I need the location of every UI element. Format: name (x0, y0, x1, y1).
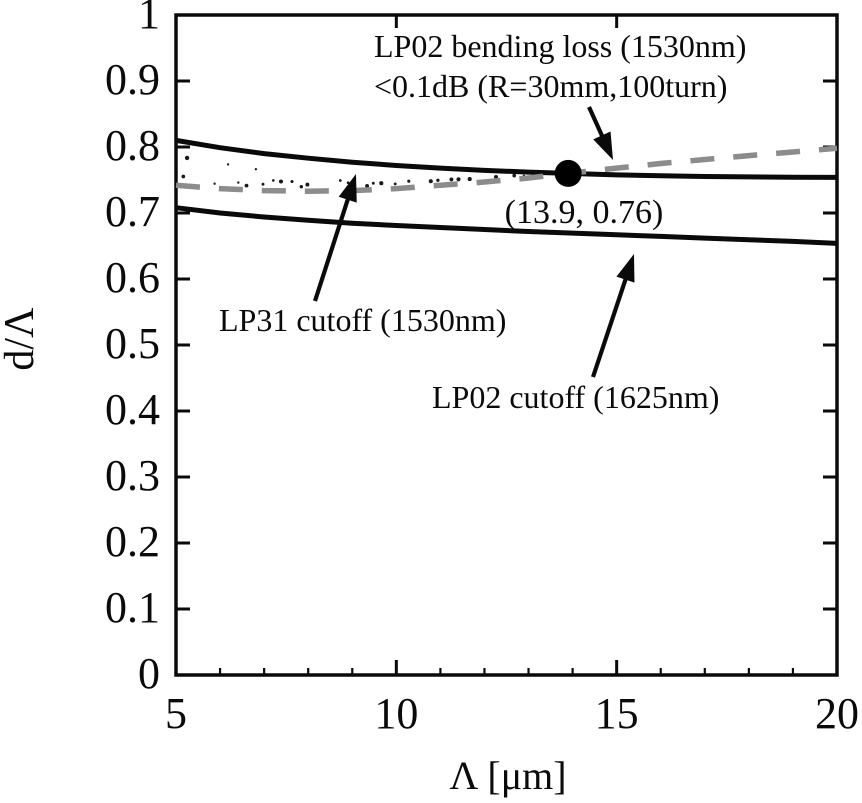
bending-loss-label-line2: <0.1dB (R=30mm,100turn) (374, 68, 728, 104)
y-axis-title: d/Λ (0, 307, 43, 371)
plot-border (174, 13, 839, 677)
stipple-dot (244, 183, 249, 188)
x-tick-label: 10 (374, 689, 419, 738)
y-tick-label: 0.7 (105, 187, 160, 236)
annotation-arrows (313, 106, 635, 378)
stipple-dot (338, 179, 342, 182)
bending-loss-arrow-head (593, 131, 613, 160)
design-point-label: (13.9, 0.76) (504, 194, 664, 231)
stipple-dot (436, 178, 440, 182)
design-point-dot (554, 159, 582, 187)
lp02-cutoff-arrow-head (616, 254, 635, 283)
y-tick-label: 0.3 (105, 451, 160, 500)
stipple-dot (184, 155, 190, 161)
y-tick-label: 0.4 (105, 385, 160, 434)
stipple-dot (226, 163, 230, 166)
stipple-dot (237, 181, 240, 184)
stipple-dot (271, 179, 275, 182)
x-tick-label: 20 (815, 689, 859, 738)
stipple-dot (494, 175, 498, 179)
stipple-dot (428, 179, 433, 184)
y-tick-label: 1 (138, 0, 160, 38)
y-tick-label: 0.6 (105, 253, 160, 302)
y-tick-label: 0.5 (105, 319, 160, 368)
stipple-dot (365, 184, 370, 188)
stipple-dot (371, 181, 375, 185)
stipple-dot (407, 179, 411, 183)
data-curves (175, 137, 838, 246)
lp02-cutoff-arrow-shaft (591, 267, 632, 378)
stipple-dot (213, 182, 216, 185)
y-tick-label: 0 (138, 649, 160, 698)
stipple-dot (299, 185, 303, 189)
lp31-cutoff-label: LP31 cutoff (1530nm) (219, 302, 507, 338)
stipple-dot (254, 168, 258, 171)
stipple-dot (181, 174, 186, 179)
stipple-dots (181, 155, 535, 189)
x-axis-title: Λ [μm] (449, 753, 567, 798)
lp31-cutoff-arrow-shaft (313, 187, 354, 302)
series-curve-2 (175, 205, 838, 246)
stipple-dot (346, 181, 350, 185)
y-tick-label: 0.1 (105, 583, 160, 632)
y-tick-label: 0.9 (105, 55, 160, 104)
lp02-cutoff-label: LP02 cutoff (1625nm) (432, 379, 720, 415)
bending-loss-label-line1: LP02 bending loss (1530nm) (374, 28, 747, 64)
y-tick-label: 0.2 (105, 517, 160, 566)
stipple-dot (467, 177, 472, 182)
series-curve-0 (175, 137, 838, 180)
stipple-dot (305, 182, 310, 187)
x-tick-label: 5 (165, 689, 187, 738)
stipple-dot (393, 182, 397, 186)
x-tick-label: 15 (594, 689, 639, 738)
stipple-dot (278, 179, 284, 184)
y-tick-label: 0.8 (105, 121, 160, 170)
stipple-dot (456, 177, 461, 182)
stipple-dot (449, 177, 454, 182)
axes-frame (174, 13, 839, 677)
bending-loss-label: LP02 bending loss (1530nm) <0.1dB (R=30m… (374, 26, 746, 106)
stipple-dot (512, 173, 517, 178)
lp31-cutoff-arrow-head (338, 174, 357, 203)
design-point-marker (554, 159, 582, 187)
stipple-dot (290, 179, 294, 184)
stipple-dot (261, 182, 265, 186)
stipple-dot (379, 181, 384, 186)
